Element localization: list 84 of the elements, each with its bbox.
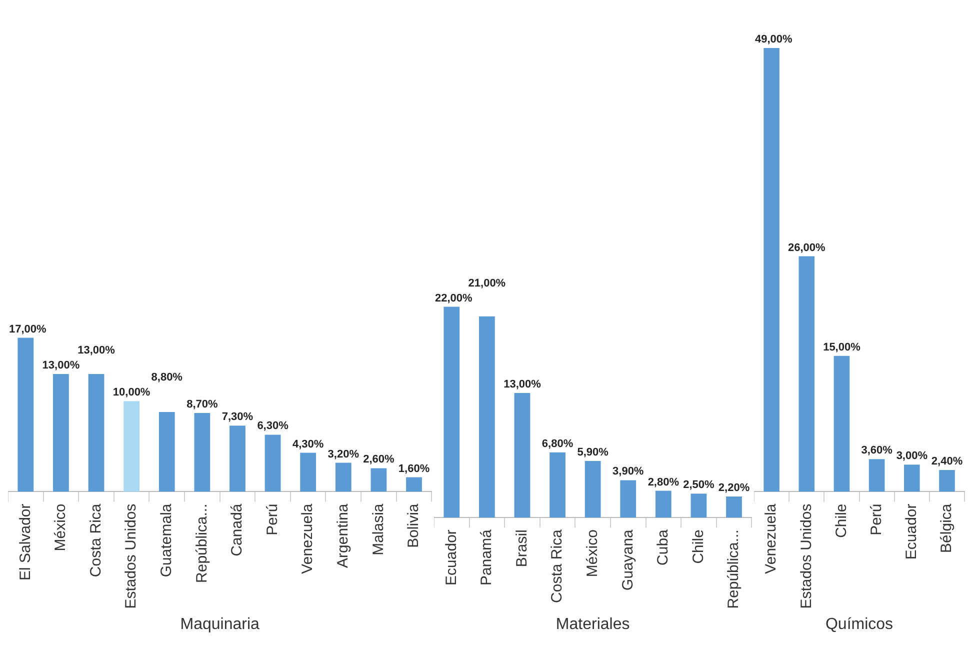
bar bbox=[620, 480, 636, 518]
x-tick-label: Costa Rica bbox=[548, 528, 566, 603]
data-label: 15,00% bbox=[823, 341, 861, 354]
bar bbox=[264, 434, 281, 492]
x-tick-label: Estados Unidos bbox=[122, 504, 140, 609]
bar bbox=[370, 468, 387, 492]
data-label: 2,40% bbox=[931, 456, 963, 468]
x-tick-label: Canadá bbox=[228, 503, 246, 556]
bar bbox=[335, 462, 352, 492]
x-tick-label: Perú bbox=[264, 504, 281, 536]
data-label: 8,80% bbox=[151, 372, 183, 384]
data-label: 2,80% bbox=[648, 476, 680, 488]
data-label: 13,00% bbox=[504, 378, 542, 391]
x-axis-title: Materiales bbox=[556, 616, 630, 633]
data-label: 10,00% bbox=[112, 386, 150, 399]
bar bbox=[194, 412, 210, 492]
x-tick-label: Bélgica bbox=[938, 503, 956, 553]
bar bbox=[939, 470, 955, 492]
x-tick-label: Estados Unidos bbox=[798, 504, 815, 609]
x-tick-label: Perú bbox=[868, 504, 885, 536]
data-label: 3,00% bbox=[896, 450, 928, 462]
bar bbox=[726, 496, 742, 518]
bar bbox=[158, 412, 175, 492]
x-tick-label: Guayana bbox=[619, 528, 636, 590]
data-label: 21,00% bbox=[468, 277, 506, 290]
data-label: 22,00% bbox=[435, 292, 473, 304]
bar bbox=[868, 459, 885, 492]
data-label: 4,30% bbox=[292, 438, 324, 450]
bar bbox=[764, 48, 780, 492]
data-label: 6,30% bbox=[257, 420, 289, 432]
bar bbox=[655, 490, 672, 518]
bar bbox=[904, 464, 920, 492]
x-tick-label: El Salvador bbox=[16, 504, 34, 580]
x-tick-label: Guatemala bbox=[158, 503, 176, 578]
x-tick-label: Chile bbox=[832, 504, 850, 538]
data-label: 13,00% bbox=[42, 360, 80, 372]
bar bbox=[798, 256, 815, 492]
x-axis-title: Maquinaria bbox=[180, 616, 260, 633]
bar bbox=[584, 461, 601, 518]
bar bbox=[479, 316, 495, 518]
x-tick-label: Venezuela bbox=[762, 503, 780, 574]
x-tick-label: Costa Rica bbox=[87, 503, 104, 578]
data-label: 7,30% bbox=[222, 411, 254, 424]
x-tick-label: Chile bbox=[690, 530, 707, 564]
data-label: 2,50% bbox=[683, 479, 715, 492]
bar bbox=[834, 356, 850, 492]
x-tick-label: República... bbox=[193, 504, 210, 583]
data-label: 2,60% bbox=[363, 454, 395, 466]
x-tick-label: Malasia bbox=[370, 503, 387, 556]
data-label: 3,60% bbox=[861, 444, 893, 457]
data-label: 1,60% bbox=[398, 462, 430, 475]
bar bbox=[444, 306, 460, 518]
x-tick-label: Ecuador bbox=[903, 504, 920, 560]
data-label: 17,00% bbox=[9, 323, 47, 336]
bar bbox=[18, 338, 34, 492]
x-tick-label: Venezuela bbox=[299, 503, 316, 574]
x-tick-label: Brasil bbox=[513, 530, 530, 568]
data-label: 13,00% bbox=[78, 344, 116, 357]
bar bbox=[514, 393, 530, 518]
x-tick-label: México bbox=[584, 530, 601, 578]
x-axis-title: Químicos bbox=[825, 616, 894, 633]
bar bbox=[124, 401, 140, 492]
x-tick-label: República... bbox=[725, 530, 742, 609]
data-label: 3,90% bbox=[612, 466, 644, 478]
x-tick-label: Cuba bbox=[654, 528, 672, 566]
data-label: 49,00% bbox=[755, 34, 793, 46]
bar bbox=[550, 452, 566, 518]
x-tick-label: México bbox=[52, 504, 70, 552]
data-label: 6,80% bbox=[542, 438, 574, 450]
bar bbox=[300, 452, 316, 492]
bar bbox=[88, 374, 104, 492]
bar bbox=[690, 494, 707, 518]
x-tick-label: Argentina bbox=[334, 503, 352, 568]
data-label: 2,20% bbox=[718, 482, 750, 494]
x-tick-label: Bolivia bbox=[405, 503, 422, 548]
bar bbox=[230, 426, 246, 492]
bar bbox=[406, 477, 422, 492]
data-label: 8,70% bbox=[186, 398, 218, 410]
bar bbox=[53, 374, 69, 492]
data-label: 26,00% bbox=[788, 242, 826, 254]
data-label: 5,90% bbox=[577, 446, 609, 459]
data-label: 3,20% bbox=[328, 448, 360, 460]
x-tick-label: Ecuador bbox=[442, 530, 460, 586]
x-tick-label: Panamá bbox=[478, 528, 496, 586]
